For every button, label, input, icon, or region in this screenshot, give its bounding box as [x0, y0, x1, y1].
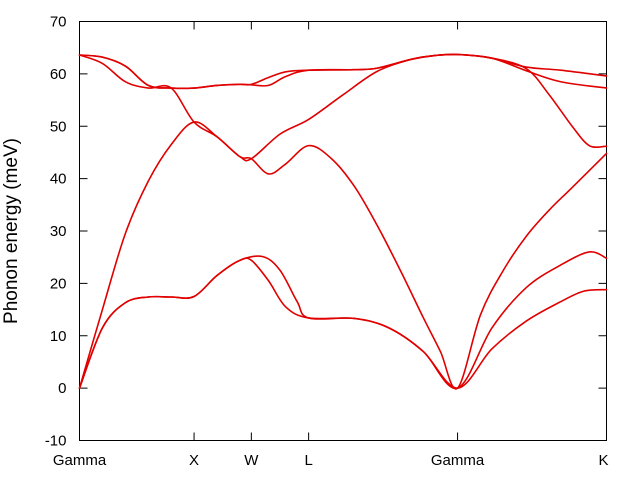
phonon-band-5	[78, 53, 608, 90]
phonon-band-3	[78, 121, 608, 390]
y-tick-label: 40	[50, 171, 67, 188]
y-axis-label: Phonon energy (meV)	[1, 138, 22, 324]
phonon-band-4	[78, 53, 608, 162]
phonon-band-2	[78, 251, 608, 389]
y-tick-label: 60	[50, 66, 67, 83]
x-tick-label: W	[244, 452, 259, 469]
y-tick-label: 10	[50, 328, 67, 345]
x-tick-label: Gamma	[53, 452, 107, 469]
plot-frame	[79, 21, 607, 441]
x-tick-label: K	[598, 452, 608, 469]
y-tick-label: 70	[50, 14, 67, 31]
y-tick-label: 20	[50, 275, 67, 292]
dispersion-bands	[78, 53, 608, 390]
x-tick-label: X	[189, 452, 199, 469]
x-tick-label: L	[304, 452, 312, 469]
y-tick-label: 30	[50, 223, 67, 240]
y-tick-label: -10	[45, 433, 67, 450]
x-tick-label: Gamma	[431, 452, 485, 469]
phonon-band-6	[78, 53, 608, 90]
x-axis: Gamma X W L Gamma K	[53, 21, 609, 469]
phonon-band-1	[78, 257, 608, 389]
y-tick-label: 0	[58, 380, 66, 397]
y-axis: -10 0 10 20 30 40 50 60 70	[45, 14, 607, 450]
y-tick-label: 50	[50, 118, 67, 135]
